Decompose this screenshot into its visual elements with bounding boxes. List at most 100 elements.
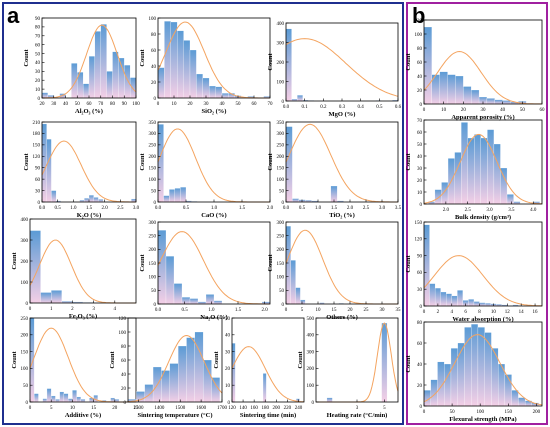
histogram-bar [144,384,154,403]
plot-frame [157,17,271,99]
histogram-9: 0 1 2 3 4 0 100 200 300 400 Fe₂O₃ (%) Count [11,218,137,320]
histogram-bar [46,139,52,203]
histogram-bar [51,395,56,403]
y-tick-label: 350 [277,121,285,126]
x-tick-label: 1.0 [211,206,218,211]
histogram-bar [183,40,191,99]
x-axis-label: MgO (%) [329,111,356,118]
y-tick-label: 250 [149,234,157,239]
histogram-bar [484,303,491,307]
histogram-bar [51,290,62,304]
x-tick-label: 1.5 [239,206,246,211]
y-tick-label: 200 [277,248,285,253]
x-tick-label: 1400 [154,406,165,411]
y-tick-label: 400 [277,22,285,27]
histogram-bar [34,393,39,403]
histogram-bar [63,393,69,403]
y-tick-label: 20 [417,89,423,94]
y-tick-label: 300 [21,239,29,244]
histogram-bar [93,197,99,203]
y-tick-label: 180 [33,132,41,137]
y-tick-label: 20 [225,367,231,372]
y-tick-label: 90 [35,17,41,22]
x-tick-label: 40 [63,102,69,107]
histogram-bar [262,373,267,403]
x-tick-label: 3.0 [486,208,493,213]
x-tick-label: 15 [91,406,97,411]
x-tick-label: 60 [252,102,258,107]
plot-frame [285,22,399,102]
histogram-bar [441,182,449,205]
y-tick-label: 30 [35,189,41,194]
y-tick-label: 250 [21,317,29,322]
x-tick-label: 3.0 [379,206,386,211]
x-tick-label: 50 [520,108,526,113]
y-axis-label: Count [405,254,412,272]
histogram-bar [84,198,90,203]
histogram-bar [477,327,485,407]
histogram-10: 0.0 0.5 1.0 1.5 2.0 0 50 100 150 200 250 300 Na₂O (%… [139,221,271,321]
x-tick-label: 150 [505,410,513,415]
y-tick-label: 200 [21,260,29,265]
x-tick-label: 10 [491,310,497,315]
y-tick-label: 150 [415,221,423,226]
y-tick-label: 300 [277,132,285,137]
y-tick-label: 300 [307,350,315,355]
x-tick-label: 10 [441,108,447,113]
histogram-4: 0 10 20 30 40 50 60 0 20 40 60 80 100 120 Apparent por… [405,19,545,121]
x-tick-label: 5 [50,406,53,411]
y-tick-label: 80 [417,321,423,326]
y-tick-label: 0 [124,401,127,406]
histogram-bar [51,190,57,203]
histogram-bar [186,337,195,403]
y-tick-label: 0 [228,401,231,406]
x-tick-label: 0 [423,310,426,315]
plot-frame [423,119,543,205]
x-tick-label: 0.6 [395,105,402,110]
x-axis-label: Apparent porosity (%) [451,114,514,121]
y-tick-label: 0 [154,303,157,308]
y-tick-label: 0 [154,201,157,206]
x-tick-label: 0.1 [302,105,309,110]
y-tick-label: 200 [307,367,315,372]
y-axis-label: Count [23,48,30,66]
y-tick-label: 250 [277,144,285,149]
y-tick-label: 40 [225,334,231,339]
fit-curve [42,24,137,99]
y-tick-label: 150 [21,350,29,355]
y-tick-label: 10 [417,191,423,196]
histogram-bar [215,86,223,99]
y-tick-label: 90 [35,167,41,172]
histogram-bar [124,64,131,99]
histogram-17: 0 50 100 150 200 0 20 40 60 80 Flexural strength (… [405,321,543,423]
histogram-bar [83,83,90,99]
y-tick-label: 0 [420,305,423,310]
x-tick-label: 1.5 [331,206,338,211]
histogram-bar [68,398,73,403]
y-tick-label: 0 [282,303,285,308]
x-axis-label: Heating rate (°C/min) [327,412,388,419]
x-axis-label: Additive (%) [65,412,101,419]
histogram-bar [213,300,223,305]
histogram-bar [112,51,119,99]
y-tick-label: 150 [33,144,41,149]
plot-frame [231,317,305,403]
x-tick-label: 20 [348,308,354,313]
x-tick-label: 0.0 [283,206,290,211]
x-axis-label: Flexural strength (MPa) [449,416,516,423]
y-tick-label: 100 [277,178,285,183]
histogram-1: 20 30 40 50 60 70 80 90 100 0 10 20 30 40 50 60 70 80 90 Al… [23,17,140,115]
x-tick-label: 0.0 [39,206,46,211]
y-tick-label: 250 [277,234,285,239]
y-axis-label: Count [297,350,304,368]
histogram-bar [209,85,216,99]
x-axis-label: TiO₂ (%) [329,212,354,219]
y-tick-label: 350 [149,121,157,126]
y-tick-label: 60 [417,271,423,276]
plot-frame [423,221,543,307]
x-tick-label: 100 [132,102,140,107]
y-tick-label: 100 [149,178,157,183]
x-tick-label: 70 [268,102,274,107]
histogram-bar [178,345,187,403]
